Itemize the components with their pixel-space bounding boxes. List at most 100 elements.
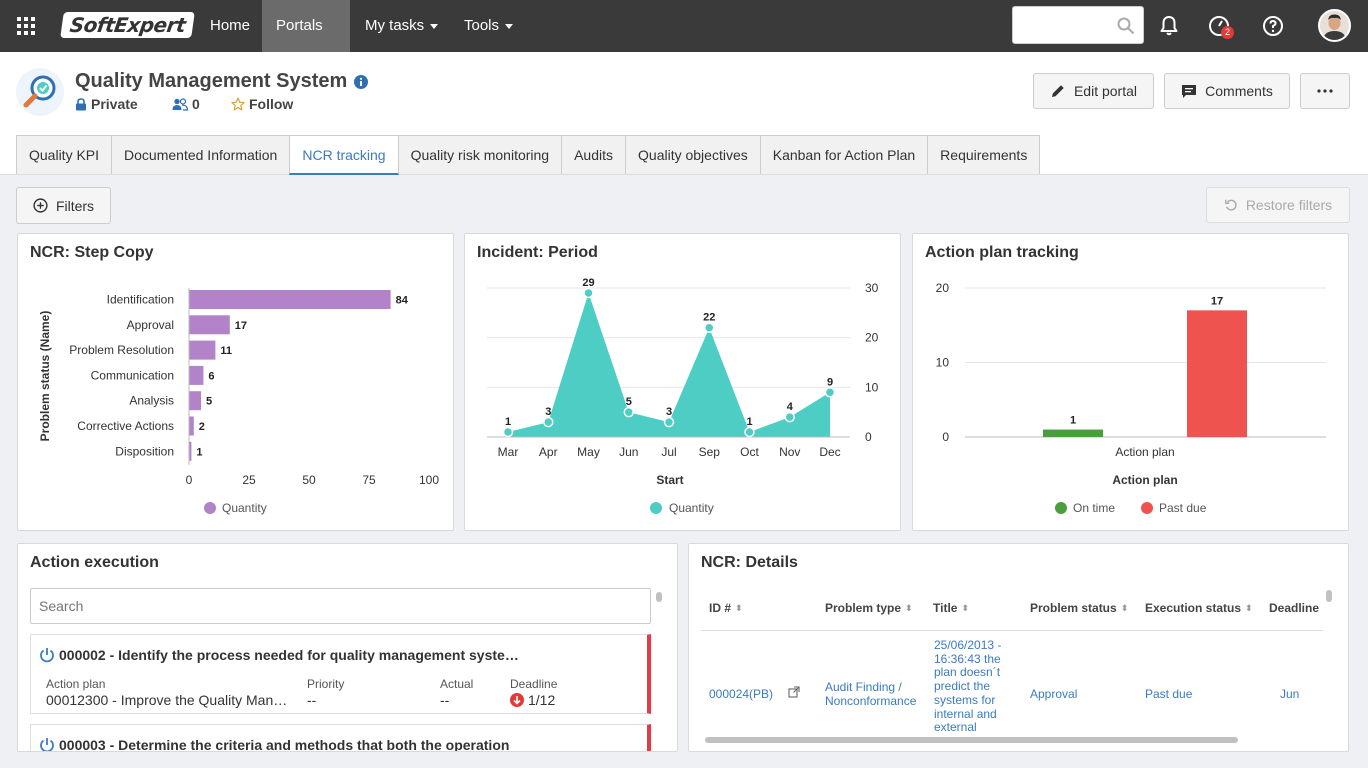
global-search-input[interactable] bbox=[1012, 6, 1144, 44]
cell-title[interactable]: 25/06/2013 - 16:36:43 the plan doesn´t p… bbox=[934, 639, 1002, 735]
category-label: Problem Resolution bbox=[69, 343, 174, 357]
nav-portals[interactable]: Portals bbox=[262, 0, 350, 81]
data-label: 5 bbox=[206, 396, 212, 408]
nav-my-tasks[interactable]: My tasks bbox=[351, 0, 452, 52]
x-tick-label: Nov bbox=[779, 445, 800, 459]
incident-period-chart: 0 10 20 30 1 3 29 5 3 22 1 4 9 Mar Apr May Jun Jul Sep Oct N… bbox=[487, 277, 879, 515]
data-label: 17 bbox=[1211, 295, 1223, 307]
ncr-step-panel: NCR: Step Copy 0 25 50 75 100 Identification 8… bbox=[17, 233, 454, 531]
category-label: Communication bbox=[91, 368, 174, 382]
column-header-title[interactable]: Title ⬍ bbox=[933, 601, 969, 615]
restore-filters-button[interactable]: Restore filters bbox=[1206, 187, 1350, 223]
deadline-text: 1/12 bbox=[528, 692, 556, 708]
x-tick-label: Oct bbox=[740, 445, 759, 459]
cell-deadline[interactable]: Jun bbox=[1280, 687, 1300, 701]
tab-quality-risk-monitoring[interactable]: Quality risk monitoring bbox=[397, 135, 563, 174]
column-header-deadline[interactable]: Deadline bbox=[1269, 601, 1319, 615]
panel-title: Action execution bbox=[30, 554, 159, 571]
x-tick-label: Jun bbox=[619, 445, 638, 459]
legend-marker bbox=[1055, 502, 1067, 514]
action-card[interactable]: 000003 - Determine the criteria and meth… bbox=[30, 724, 651, 751]
action-card-title: 000003 - Determine the criteria and meth… bbox=[39, 737, 509, 751]
tab-ncr-tracking[interactable]: NCR tracking bbox=[289, 135, 399, 175]
data-label: 1 bbox=[196, 446, 202, 458]
filters-button[interactable]: Filters bbox=[16, 187, 111, 224]
action-plan-tracking-chart: 0 10 20 1 17 Action plan Action plan On time Pas… bbox=[936, 281, 1326, 515]
x-axis-title: Action plan bbox=[1112, 473, 1177, 487]
scrollbar-thumb[interactable] bbox=[656, 592, 662, 602]
x-tick-label: Sep bbox=[699, 445, 721, 459]
nav-home[interactable]: Home bbox=[210, 17, 251, 34]
cell-problem-status[interactable]: Approval bbox=[1030, 687, 1078, 701]
tab-quality-objectives[interactable]: Quality objectives bbox=[625, 135, 761, 174]
actual-value: -- bbox=[440, 692, 450, 708]
data-point bbox=[744, 426, 755, 438]
x-tick-label: Mar bbox=[498, 445, 519, 459]
lock-icon bbox=[76, 97, 86, 110]
action-card[interactable]: 000002 - Identify the process needed for… bbox=[30, 634, 651, 714]
tab-requirements[interactable]: Requirements bbox=[927, 135, 1041, 174]
cell-execution-status[interactable]: Past due bbox=[1145, 687, 1193, 701]
logo-text: SoftExpert bbox=[60, 12, 196, 38]
horizontal-scrollbar-thumb[interactable] bbox=[705, 737, 1238, 743]
x-tick-label: Apr bbox=[539, 445, 558, 459]
x-tick-label: Dec bbox=[819, 445, 840, 459]
column-header-id[interactable]: ID # ⬍ bbox=[709, 601, 743, 615]
y-tick-label: 20 bbox=[865, 331, 879, 345]
bar bbox=[189, 290, 391, 309]
column-header-problem-type[interactable]: Problem type ⬍ bbox=[825, 601, 913, 615]
cell-problem-type[interactable]: Audit Finding / Nonconformance bbox=[825, 680, 917, 708]
nav-tools[interactable]: Tools bbox=[450, 0, 527, 52]
panel-title: NCR: Step Copy bbox=[30, 244, 154, 261]
tab-kanban-action-plan[interactable]: Kanban for Action Plan bbox=[759, 135, 929, 174]
restore-filters-label: Restore filters bbox=[1245, 197, 1333, 213]
column-header-problem-status[interactable]: Problem status ⬍ bbox=[1030, 601, 1128, 615]
area-series bbox=[508, 292, 830, 437]
y-tick-label: 10 bbox=[865, 380, 879, 394]
help-icon[interactable] bbox=[1261, 14, 1285, 38]
external-link-icon[interactable] bbox=[788, 686, 800, 698]
y-tick-label: 0 bbox=[942, 430, 949, 444]
data-label: 29 bbox=[582, 277, 594, 289]
tab-quality-kpi[interactable]: Quality KPI bbox=[16, 135, 113, 174]
apps-grid-icon[interactable] bbox=[14, 14, 38, 38]
category-label: Analysis bbox=[129, 394, 174, 408]
quality-search-icon bbox=[23, 75, 56, 108]
bar bbox=[189, 315, 230, 335]
y-tick-label: 10 bbox=[936, 356, 950, 370]
legend-label: Quantity bbox=[222, 501, 267, 515]
portal-header: Quality Management System Private 0 Foll… bbox=[0, 52, 1368, 175]
data-label: 17 bbox=[235, 320, 247, 332]
cell-id[interactable]: 000024(PB) bbox=[709, 687, 774, 701]
user-avatar[interactable] bbox=[1318, 9, 1351, 42]
priority-value: -- bbox=[307, 692, 317, 708]
more-options-button[interactable] bbox=[1300, 73, 1350, 109]
x-tick-label: 100 bbox=[419, 473, 439, 487]
members-count[interactable]: 0 bbox=[172, 96, 200, 112]
action-card-title-text: 000002 - Identify the process needed for… bbox=[59, 647, 519, 663]
legend-marker bbox=[204, 502, 216, 514]
incident-period-panel: Incident: Period 0 10 20 30 1 3 29 5 3 22 1 4 9 Mar Ap… bbox=[464, 233, 901, 531]
data-label: 9 bbox=[827, 376, 833, 388]
follow-button[interactable]: Follow bbox=[231, 96, 293, 112]
tab-audits[interactable]: Audits bbox=[561, 135, 627, 174]
data-point bbox=[623, 406, 634, 418]
tab-documented-information[interactable]: Documented Information bbox=[111, 135, 291, 174]
action-search-input[interactable] bbox=[30, 588, 651, 624]
data-point bbox=[502, 426, 514, 438]
x-tick-label: Jul bbox=[661, 445, 676, 459]
x-tick-label: 25 bbox=[242, 473, 256, 487]
comments-button[interactable]: Comments bbox=[1164, 73, 1290, 109]
ncr-details-panel: NCR: Details ID # ⬍ Problem type ⬍ Title ⬍ … bbox=[688, 543, 1349, 752]
info-icon[interactable] bbox=[354, 75, 368, 89]
column-label: ID # bbox=[709, 601, 732, 615]
x-tick-label: 50 bbox=[302, 473, 316, 487]
softexpert-logo[interactable]: SoftExpert bbox=[60, 10, 196, 40]
vertical-scrollbar-thumb[interactable] bbox=[1326, 590, 1332, 602]
bar bbox=[189, 391, 201, 411]
notification-bell-icon[interactable] bbox=[1157, 14, 1181, 38]
x-tick-label: 75 bbox=[362, 473, 376, 487]
column-header-execution-status[interactable]: Execution status ⬍ bbox=[1145, 601, 1253, 615]
edit-portal-button[interactable]: Edit portal bbox=[1033, 73, 1154, 109]
bar bbox=[189, 416, 194, 436]
